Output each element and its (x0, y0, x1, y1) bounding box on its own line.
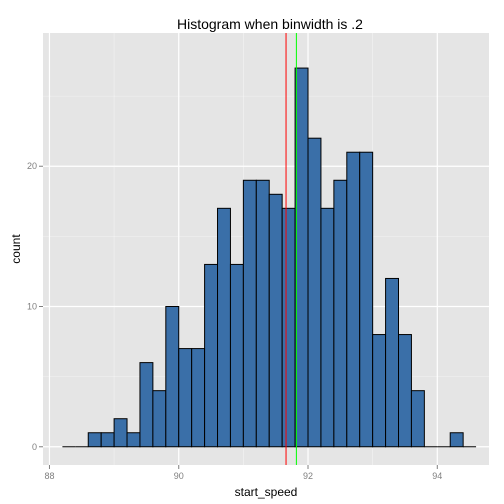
histogram-bar (398, 334, 412, 448)
histogram-bar (281, 207, 296, 448)
histogram-bar (359, 151, 374, 448)
y-tick-label: 10 (27, 302, 37, 312)
histogram-bar (229, 263, 244, 448)
x-axis-ticks: 88 90 92 94 (44, 465, 442, 481)
reference-lines (285, 33, 297, 465)
histogram-bar (346, 151, 361, 448)
y-axis-ticks: 0 10 20 (27, 161, 43, 452)
x-axis-title: start_speed (235, 485, 298, 499)
histogram-bar (307, 137, 322, 448)
histogram-bar (242, 179, 257, 448)
histogram-bar (100, 432, 115, 448)
histogram-bar (152, 390, 167, 448)
histogram-bar (204, 263, 219, 448)
histogram-bar (449, 432, 464, 448)
histogram-bar (320, 207, 335, 448)
histogram-bar (294, 67, 309, 448)
histogram-bar (126, 432, 141, 448)
x-tick-label: 94 (432, 471, 442, 481)
histogram-bar (139, 362, 154, 448)
chart-title: Histogram when binwidth is .2 (177, 16, 363, 32)
histogram-bar (191, 348, 206, 448)
histogram-bar (87, 432, 102, 448)
histogram-bars (62, 67, 477, 448)
x-tick-label: 90 (174, 471, 184, 481)
histogram-bar (268, 193, 283, 448)
histogram-bar (410, 390, 425, 448)
y-axis-title: count (9, 234, 23, 264)
y-tick-label: 0 (32, 442, 37, 452)
x-tick-label: 92 (303, 471, 313, 481)
histogram-bar (255, 179, 270, 448)
histogram-bar (217, 207, 231, 448)
x-tick-label: 88 (44, 471, 54, 481)
histogram-bar (178, 348, 193, 448)
histogram-bar (333, 179, 348, 448)
histogram-bar (385, 277, 400, 448)
y-tick-label: 20 (27, 161, 37, 171)
histogram-bar (165, 306, 180, 448)
histogram-bar (372, 334, 387, 448)
histogram-bar (113, 418, 128, 448)
